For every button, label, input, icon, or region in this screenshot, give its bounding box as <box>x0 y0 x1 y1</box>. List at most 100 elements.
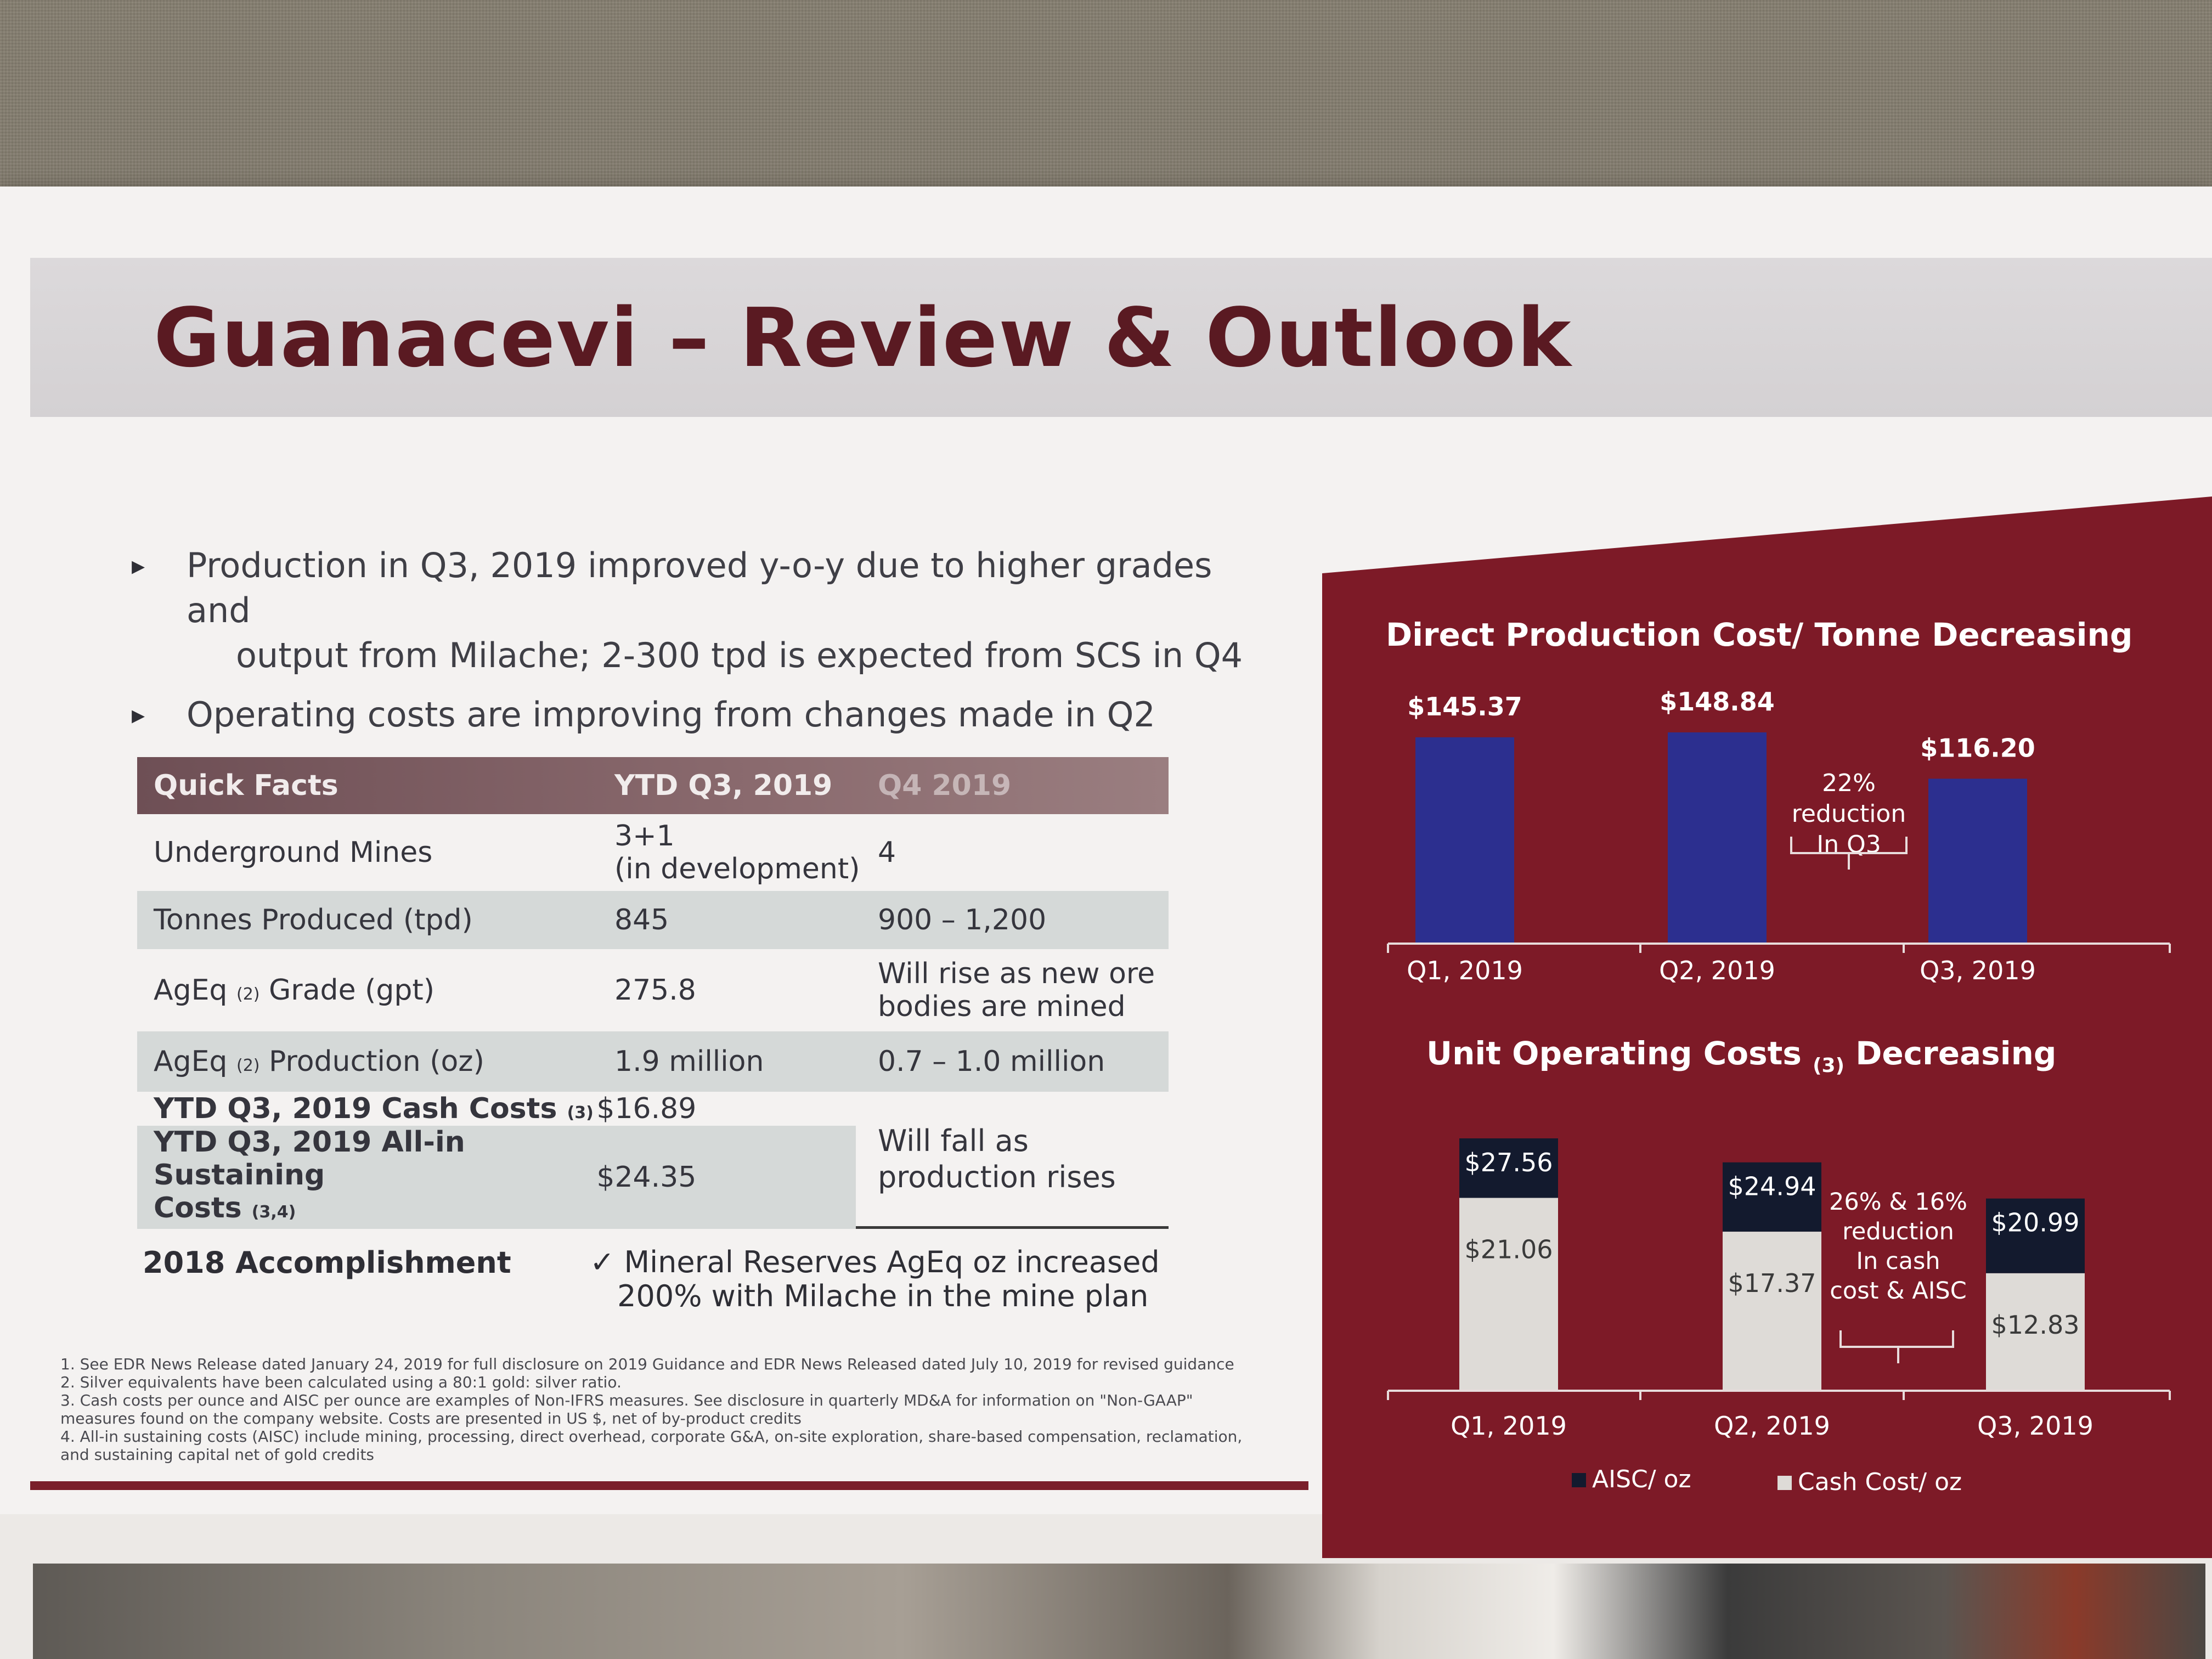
aisc-data-label: $27.56 <box>1465 1148 1553 1177</box>
title-band <box>30 258 2212 417</box>
q4-value: Will rise as new ore bodies are mined <box>878 957 1169 1023</box>
cash-cost-bar-segment <box>1459 1198 1558 1391</box>
ytd-value: $24.35 <box>596 1161 697 1194</box>
legend-swatch <box>1778 1476 1792 1490</box>
charts-svg: Direct Production Cost/ Tonne Decreasing… <box>1322 496 2212 1496</box>
row-label-text: YTD Q3, 2019 Cash Costs <box>154 1092 557 1125</box>
footnote-ref: (2) <box>236 1056 260 1075</box>
row-label-text: YTD Q3, 2019 All-in Sustaining <box>154 1126 465 1192</box>
bullet-item: ▸ Production in Q3, 2019 improved y-o-y … <box>126 543 1278 678</box>
aisc-data-label: $20.99 <box>1991 1208 2080 1238</box>
lower-photo-strip <box>33 1564 2205 1659</box>
annotation-text: reduction <box>1792 800 1906 828</box>
annotation-text: cost & AISC <box>1830 1277 1967 1305</box>
table-row: AgEq (2) Production (oz) 1.9 million 0.7… <box>137 1031 1169 1092</box>
row-label-text: Production (oz) <box>269 1045 484 1078</box>
ytd-value: 3+1 (in development) <box>614 820 878 885</box>
chart-title-subscript: (3) <box>1813 1054 1844 1077</box>
ytd-value-line: 3+1 <box>614 820 675 853</box>
footnote-ref: (2) <box>236 985 260 1004</box>
data-label: $116.20 <box>1920 733 2035 763</box>
triangle-bullet-icon: ▸ <box>132 550 145 581</box>
check-icon: ✓ <box>590 1245 615 1279</box>
row-label-text: AgEq <box>154 1045 228 1078</box>
ytd-value: 275.8 <box>614 974 696 1007</box>
footnote: 4. All-in sustaining costs (AISC) includ… <box>60 1427 1243 1446</box>
costs-q4-value: Will fall as production rises <box>856 1092 1169 1229</box>
cost-rows-left: YTD Q3, 2019 Cash Costs (3) $16.89 YTD Q… <box>137 1092 856 1229</box>
table-row: Tonnes Produced (tpd) 845 900 – 1,200 <box>137 891 1169 949</box>
ytd-value-note: (in development) <box>614 853 860 885</box>
bar <box>1668 732 1767 944</box>
cash-cost-bar-segment <box>1723 1232 1821 1391</box>
footnote-ref: (3) <box>567 1103 594 1122</box>
row-label: AgEq (2) Production (oz) <box>137 1045 614 1078</box>
cash-cost-data-label: $17.37 <box>1728 1268 1816 1298</box>
cash-cost-bar-segment <box>1986 1273 2085 1391</box>
chart-title-part: Unit Operating Costs <box>1426 1035 1813 1072</box>
annotation-text: In cash <box>1856 1248 1940 1275</box>
footnote: 3. Cash costs per ounce and AISC per oun… <box>60 1391 1193 1409</box>
aisc-bar-segment <box>1723 1162 1821 1232</box>
footnote: and sustaining capital net of gold credi… <box>60 1446 375 1464</box>
legend-label: Cash Cost/ oz <box>1798 1468 1962 1496</box>
tick-label: Q1, 2019 <box>1451 1411 1567 1441</box>
bottom-rule <box>30 1481 1308 1490</box>
bullet-list: ▸ Production in Q3, 2019 improved y-o-y … <box>126 543 1278 752</box>
quick-facts-table: Quick Facts YTD Q3, 2019 Q4 2019 Undergr… <box>137 757 1169 1313</box>
row-label-text: AgEq <box>154 974 228 1007</box>
annotation-bracket <box>1839 1330 1954 1363</box>
q4-value-line: production rises <box>878 1159 1116 1194</box>
q4-value: 0.7 – 1.0 million <box>878 1045 1105 1078</box>
panel-top-edge <box>1322 496 2212 573</box>
table-row: AgEq (2) Grade (gpt) 275.8 Will rise as … <box>137 949 1169 1031</box>
accomplishment-line: 200% with Milache in the mine plan <box>617 1279 1149 1313</box>
q4-value: 4 <box>878 836 896 869</box>
column-header: YTD Q3, 2019 <box>614 769 833 802</box>
tick-label: Q2, 2019 <box>1659 956 1775 985</box>
footnote: 1. See EDR News Release dated January 24… <box>60 1355 1234 1373</box>
footnotes: 1. See EDR News Release dated January 24… <box>60 1355 1267 1464</box>
ytd-value: $16.89 <box>596 1092 697 1125</box>
row-label-text: Grade (gpt) <box>269 974 435 1007</box>
bullet-line: output from Milache; 2-300 tpd is expect… <box>236 635 1243 675</box>
row-label: Underground Mines <box>154 836 433 869</box>
table-row: YTD Q3, 2019 Cash Costs (3) $16.89 <box>137 1092 856 1126</box>
row-label: AgEq (2) Grade (gpt) <box>137 974 614 1007</box>
aisc-bar-segment <box>1986 1198 2085 1273</box>
accomplishment-row: 2018 Accomplishment ✓ Mineral Reserves A… <box>137 1229 1169 1313</box>
bar <box>1928 778 2027 944</box>
data-label: $145.37 <box>1407 692 1522 721</box>
annotation-bracket <box>1790 837 1908 870</box>
bullet-line: Production in Q3, 2019 improved y-o-y du… <box>187 545 1212 630</box>
q4-value-line: Will fall as <box>878 1123 1029 1158</box>
row-label-text: Costs <box>154 1192 242 1224</box>
row-label: YTD Q3, 2019 Cash Costs (3) <box>137 1092 596 1125</box>
table-row: YTD Q3, 2019 All-in Sustaining Costs (3,… <box>137 1126 856 1229</box>
footnote: 2. Silver equivalents have been calculat… <box>60 1373 622 1391</box>
table-header: Quick Facts YTD Q3, 2019 Q4 2019 <box>137 757 1169 814</box>
table-row: Underground Mines 3+1 (in development) 4 <box>137 814 1169 891</box>
row-label: Tonnes Produced (tpd) <box>154 904 473 936</box>
annotation-text: 22% <box>1822 769 1876 797</box>
footnote: measures found on the company website. C… <box>60 1409 802 1427</box>
chart-title: Unit Operating Costs (3) Decreasing <box>1426 1035 2056 1077</box>
column-header: Q4 2019 <box>878 769 1012 802</box>
slide-title: Guanacevi – Review & Outlook <box>154 291 1572 385</box>
charts-panel: Direct Production Cost/ Tonne Decreasing… <box>1322 496 2212 1558</box>
column-header: Quick Facts <box>154 769 338 802</box>
tick-label: Q3, 2019 <box>1920 956 2036 985</box>
legend-swatch <box>1572 1473 1586 1487</box>
bar <box>1415 737 1514 944</box>
ytd-value: 1.9 million <box>614 1045 764 1078</box>
data-label: $148.84 <box>1660 687 1775 716</box>
ytd-value: 845 <box>614 904 669 936</box>
row-label: 2018 Accomplishment <box>143 1245 511 1280</box>
aisc-data-label: $24.94 <box>1728 1172 1816 1201</box>
chart-title-part: Decreasing <box>1844 1035 2056 1072</box>
bullet-line: Operating costs are improving from chang… <box>187 695 1155 735</box>
aisc-bar-segment <box>1459 1138 1558 1198</box>
q4-value-line: bodies are mined <box>878 990 1126 1023</box>
q4-value: 900 – 1,200 <box>878 904 1047 936</box>
accomplishment-line: Mineral Reserves AgEq oz increased <box>624 1245 1160 1279</box>
